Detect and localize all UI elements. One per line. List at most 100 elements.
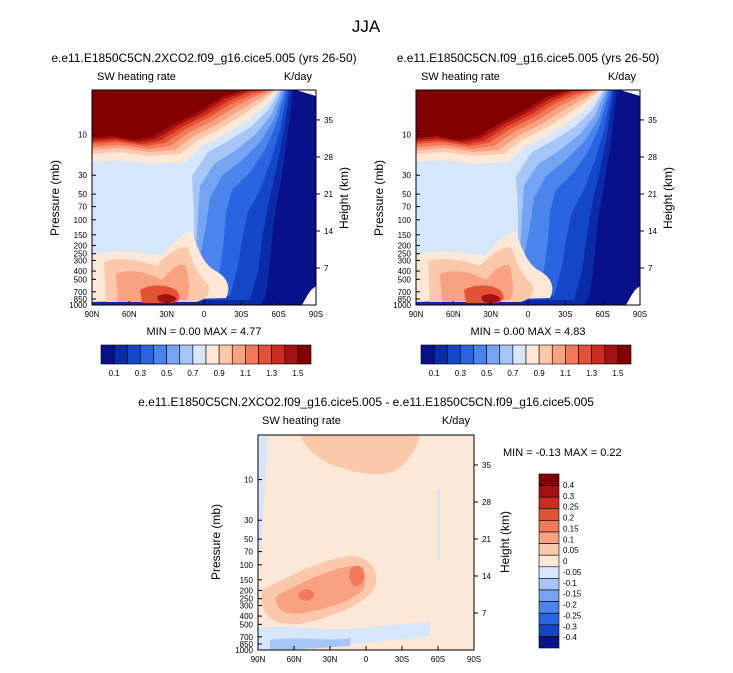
- y-tick-label: 250: [240, 595, 254, 604]
- y-right-tick-label: 28: [648, 153, 657, 162]
- y-right-tick-label: 14: [648, 227, 657, 236]
- x-tick-label: 0: [526, 310, 531, 319]
- x-tick-label: 60S: [596, 310, 610, 319]
- panel-subtitle-left: SW heating rate: [421, 71, 500, 83]
- colorbar-box: [245, 344, 259, 365]
- y-right-tick-label: 21: [324, 190, 333, 199]
- colorbar-box: [538, 531, 560, 544]
- y-right-tick-label: 21: [648, 190, 657, 199]
- colorbar-box: [205, 344, 220, 365]
- colorbar-box: [179, 344, 194, 365]
- y-tick-label: 300: [74, 256, 88, 265]
- y-tick-label: 200: [240, 586, 254, 595]
- low-level-heating-max: [157, 294, 176, 303]
- x-tick-label: 60N: [446, 310, 461, 319]
- heatmap-field: [92, 90, 316, 305]
- colorbar-label: 0.1: [429, 369, 441, 378]
- panel-subtitle-left: SW heating rate: [262, 415, 341, 427]
- x-tick-label: 60S: [272, 310, 286, 319]
- negative-column-90n: [258, 435, 268, 560]
- x-tick-label: 60N: [122, 310, 137, 319]
- y-tick-label: 200: [398, 241, 412, 250]
- field-band-15: [92, 90, 264, 140]
- colorbar-box: [284, 344, 299, 365]
- x-tick-label: 90N: [251, 655, 266, 664]
- x-tick-label: 90S: [467, 655, 481, 664]
- y-right-tick-label: 7: [648, 264, 653, 273]
- x-tick-label: 90N: [85, 310, 100, 319]
- colorbar: 0.1 0.3 0.5 0.7 0.9 1.1 1.3 1.5: [420, 344, 632, 378]
- colorbar-box: [446, 344, 461, 365]
- colorbar-box: [538, 578, 560, 591]
- colorbar-box: [538, 520, 560, 533]
- negative-strip-60s: [437, 490, 440, 560]
- positive-upper-lobe: [300, 435, 420, 475]
- colorbar-box: [538, 589, 560, 602]
- colorbar-box: [271, 344, 286, 365]
- colorbar-label: 0.25: [563, 503, 579, 512]
- y-tick-label: 30: [244, 516, 253, 525]
- panel-2xco2: e.e11.E1850C5CN.2XCO2.f09_g16.cice5.005 …: [48, 51, 357, 378]
- x-tick-label: 0: [202, 310, 207, 319]
- colorbar-box: [192, 344, 207, 365]
- y-tick-label: 850: [240, 640, 254, 649]
- colorbar-box: [113, 344, 128, 365]
- positive-peak-30n: [298, 589, 314, 601]
- y-tick-label: 700: [240, 633, 254, 642]
- colorbar-label: 1.1: [560, 369, 572, 378]
- y-tick-label: 1000: [393, 301, 411, 310]
- positive-peak-equator: [349, 565, 365, 587]
- colorbar-box: [420, 344, 435, 365]
- panel-title: e.e11.E1850C5CN.f09_g16.cice5.005 (yrs 2…: [397, 51, 660, 65]
- y-tick-label: 30: [78, 171, 87, 180]
- colorbar-label: 1.3: [266, 369, 278, 378]
- y-tick-label: 70: [244, 548, 253, 557]
- y-tick-label: 850: [398, 295, 412, 304]
- colorbar-box: [126, 344, 141, 365]
- y-tick-label: 30: [402, 171, 411, 180]
- colorbar-box: [617, 344, 632, 365]
- y-tick-label: 50: [402, 190, 411, 199]
- y-tick-label: 850: [74, 295, 88, 304]
- x-tick-label: 30N: [159, 310, 174, 319]
- y-axis-label-right: Height (km): [498, 511, 512, 573]
- colorbar-box: [538, 508, 560, 521]
- mask-top-right: [296, 90, 316, 96]
- colorbar-box: [153, 344, 167, 365]
- panel-subtitle-right: K/day: [442, 415, 471, 427]
- y-tick-label: 150: [240, 576, 254, 585]
- colorbar-box: [538, 601, 560, 614]
- y-tick-label: 300: [398, 256, 412, 265]
- y-tick-label: 250: [398, 250, 412, 259]
- colorbar-label: 0.1: [109, 369, 121, 378]
- y-axis-label: Pressure (mb): [48, 160, 62, 236]
- x-tick-label: 30S: [558, 310, 572, 319]
- y-tick-label: 50: [244, 535, 253, 544]
- y-tick-label: 100: [74, 216, 88, 225]
- colorbar-label: 1.5: [292, 369, 304, 378]
- colorbar-label: -0.2: [563, 601, 577, 610]
- colorbar-box: [297, 344, 312, 365]
- axes: 90N 60N 30N 0 30S 60S 90S103050701001502002503…: [393, 116, 657, 319]
- heatmap-field: [258, 435, 474, 650]
- y-tick-label: 70: [402, 203, 411, 212]
- colorbar-box: [100, 344, 115, 365]
- y-tick-label: 150: [74, 231, 88, 240]
- y-tick-label: 10: [402, 131, 411, 140]
- y-tick-label: 50: [78, 190, 87, 199]
- stats-text: MIN = 0.00 MAX = 4.77: [147, 326, 262, 338]
- colorbar-box: [565, 344, 579, 365]
- colorbar-box: [578, 344, 592, 365]
- y-tick-label: 70: [78, 203, 87, 212]
- colorbar-label: -0.25: [563, 611, 582, 620]
- colorbar-label: -0.05: [563, 568, 582, 577]
- x-tick-label: 30S: [234, 310, 248, 319]
- x-tick-label: 90S: [309, 310, 323, 319]
- y-right-tick-label: 28: [482, 498, 491, 507]
- colorbar-box: [166, 344, 181, 365]
- x-tick-label: 30N: [323, 655, 338, 664]
- y-tick-label: 400: [240, 612, 254, 621]
- colorbar-box: [218, 344, 233, 365]
- colorbar-label: 0.7: [187, 369, 199, 378]
